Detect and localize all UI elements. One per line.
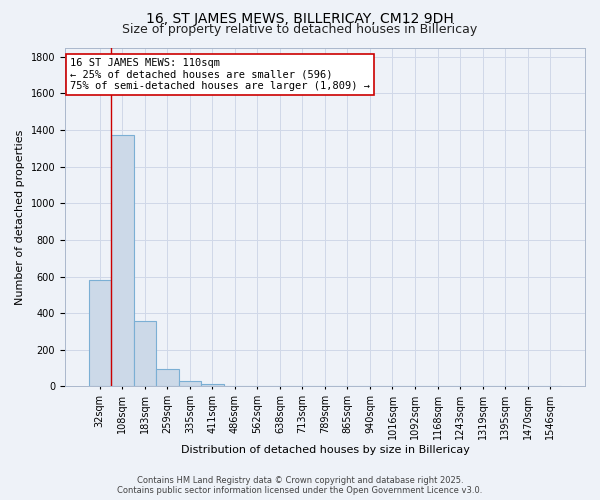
Text: 16 ST JAMES MEWS: 110sqm
← 25% of detached houses are smaller (596)
75% of semi-: 16 ST JAMES MEWS: 110sqm ← 25% of detach… [70, 58, 370, 91]
Text: Size of property relative to detached houses in Billericay: Size of property relative to detached ho… [122, 22, 478, 36]
Y-axis label: Number of detached properties: Number of detached properties [15, 130, 25, 304]
X-axis label: Distribution of detached houses by size in Billericay: Distribution of detached houses by size … [181, 445, 469, 455]
Text: Contains HM Land Registry data © Crown copyright and database right 2025.
Contai: Contains HM Land Registry data © Crown c… [118, 476, 482, 495]
Bar [201, 384, 224, 386]
Bar [111, 134, 134, 386]
Bar [179, 381, 201, 386]
Text: 16, ST JAMES MEWS, BILLERICAY, CM12 9DH: 16, ST JAMES MEWS, BILLERICAY, CM12 9DH [146, 12, 454, 26]
Bar [156, 370, 179, 386]
Bar [89, 280, 111, 386]
Bar [134, 322, 156, 386]
